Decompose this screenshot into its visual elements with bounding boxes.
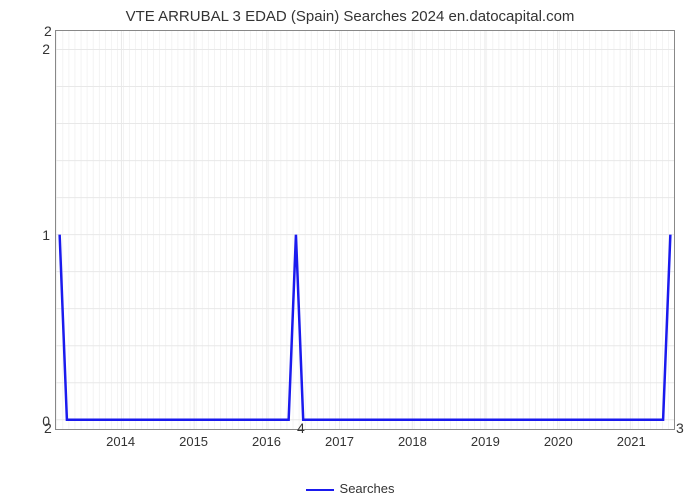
plot-area (55, 30, 675, 430)
corner-label-bottom-right: 3 (676, 420, 684, 436)
series-line (60, 235, 671, 420)
x-tick-label: 2015 (179, 434, 208, 449)
x-tick-label: 2019 (471, 434, 500, 449)
legend-swatch (306, 489, 334, 491)
chart-svg (56, 31, 674, 429)
legend: Searches (0, 481, 700, 496)
x-tick-label: 2016 (252, 434, 281, 449)
chart-title: VTE ARRUBAL 3 EDAD (Spain) Searches 2024… (0, 8, 700, 25)
legend-label: Searches (340, 481, 395, 496)
x-tick-label: 2018 (398, 434, 427, 449)
y-tick-label: 1 (10, 227, 50, 243)
x-tick-label: 2017 (325, 434, 354, 449)
x-tick-label: 2020 (544, 434, 573, 449)
corner-label-top-left: 2 (44, 23, 52, 39)
y-tick-label: 2 (10, 41, 50, 57)
corner-label-top-right-x: 4 (297, 420, 305, 436)
x-tick-label: 2021 (617, 434, 646, 449)
y-tick-label: 0 (10, 413, 50, 429)
x-tick-label: 2014 (106, 434, 135, 449)
